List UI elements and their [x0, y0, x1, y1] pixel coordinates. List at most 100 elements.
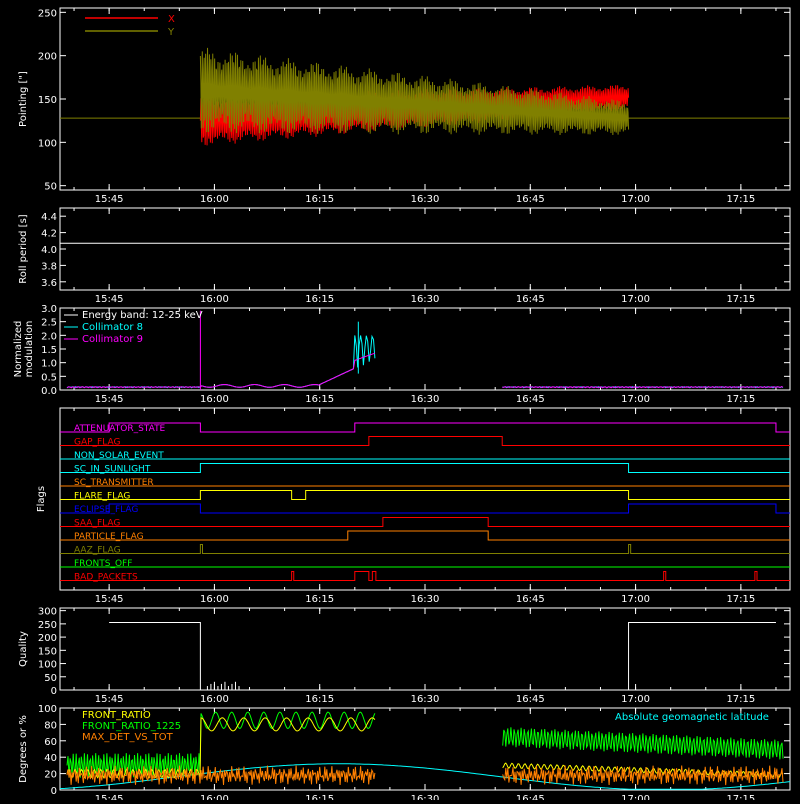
x-tick-label: 16:30: [411, 694, 440, 705]
x-tick-label: 16:45: [516, 394, 545, 405]
y-tick-label: 80: [44, 720, 57, 731]
x-tick-label: 17:00: [621, 294, 650, 305]
x-tick-label: 16:30: [411, 794, 440, 800]
y-tick-label: 0.5: [41, 372, 57, 383]
x-tick-label: 17:00: [621, 194, 650, 205]
flag-flare-flag-line: [60, 490, 790, 500]
legend-label-y: Y: [167, 27, 175, 38]
x-tick-label: 16:00: [200, 394, 229, 405]
panel-2-frame: [59, 207, 791, 291]
legend-label: FRONT_RATIO_1225: [82, 721, 181, 732]
y-tick-label: 150: [38, 646, 57, 657]
flag-label: NON_SOLAR_EVENT: [74, 451, 164, 461]
x-tick-label: 17:00: [621, 794, 650, 800]
y-tick-label: 3.6: [41, 278, 57, 289]
geomagnetic-latitude-annotation: Absolute geomagnetic latitude: [615, 712, 769, 723]
flag-label: ECLIPSE_FLAG: [74, 505, 138, 515]
y-axis-label: modulation: [24, 321, 35, 378]
x-tick-label: 16:00: [200, 794, 229, 800]
y-tick-label: 4.2: [41, 229, 57, 240]
legend-label: Collimator 9: [82, 334, 143, 345]
x-tick-label: 16:00: [200, 694, 229, 705]
legend-label: Energy band: 12-25 keV: [82, 310, 203, 321]
x-tick-label: 15:45: [95, 694, 124, 705]
x-tick-label: 16:30: [411, 194, 440, 205]
x-tick-label: 17:00: [621, 594, 650, 605]
x-tick-label: 17:00: [621, 694, 650, 705]
y-tick-label: 0: [51, 686, 57, 697]
x-tick-label: 16:45: [516, 194, 545, 205]
flag-sc-in-sunlight-line: [60, 463, 790, 473]
x-tick-label: 15:45: [95, 794, 124, 800]
flag-saa-flag-line: [60, 517, 790, 527]
x-tick-label: 17:15: [726, 694, 755, 705]
x-tick-label: 17:00: [621, 394, 650, 405]
flag-label: SC_IN_SUNLIGHT: [74, 465, 151, 475]
legend-label-x: X: [168, 14, 175, 25]
y-axis-label: Flags: [36, 486, 47, 512]
x-tick-label: 17:15: [726, 794, 755, 800]
x-tick-label: 16:45: [516, 594, 545, 605]
panel-5-frame: [59, 607, 791, 691]
max-det-vs-tot-line: [66, 765, 784, 786]
x-tick-label: 16:00: [200, 594, 229, 605]
flag-attenuator-state-line: [60, 422, 790, 433]
y-tick-label: 50: [44, 673, 57, 684]
x-tick-label: 16:30: [411, 594, 440, 605]
series-y-line: [199, 47, 630, 136]
y-tick-label: 4.4: [41, 212, 57, 223]
flag-gap-flag-line: [60, 436, 790, 446]
y-axis-label: Pointing ["]: [18, 71, 29, 127]
x-tick-label: 15:45: [95, 594, 124, 605]
x-tick-label: 16:30: [411, 394, 440, 405]
y-tick-label: 2.5: [41, 318, 57, 329]
x-tick-label: 15:45: [95, 294, 124, 305]
y-tick-label: 20: [44, 770, 57, 781]
x-tick-label: 16:00: [200, 194, 229, 205]
collimator-8-line: [66, 334, 784, 389]
y-tick-label: 1.5: [41, 345, 57, 356]
flag-label: AAZ_FLAG: [74, 546, 121, 556]
legend-label: MAX_DET_VS_TOT: [82, 732, 174, 743]
x-tick-label: 16:15: [305, 294, 334, 305]
flag-label: SC_TRANSMITTER: [74, 478, 154, 488]
flag-label: FRONTS_OFF: [74, 559, 132, 569]
y-tick-label: 50: [44, 182, 57, 193]
flag-particle-flag-line: [60, 530, 790, 541]
x-tick-label: 16:00: [200, 294, 229, 305]
y-tick-label: 3.0: [41, 304, 57, 315]
flag-eclipse-flag-line: [60, 503, 790, 514]
y-axis-label: Normalized: [13, 321, 24, 378]
y-tick-label: 3.8: [41, 261, 57, 272]
x-tick-label: 16:15: [305, 794, 334, 800]
x-tick-label: 16:45: [516, 294, 545, 305]
x-tick-label: 16:30: [411, 294, 440, 305]
x-tick-label: 15:45: [95, 394, 124, 405]
quality-line: [109, 622, 776, 691]
y-axis-label: Quality: [18, 631, 29, 667]
y-tick-label: 250: [38, 8, 57, 19]
x-tick-label: 16:15: [305, 194, 334, 205]
y-tick-label: 100: [38, 704, 57, 715]
flag-aaz-flag-line: [60, 544, 790, 554]
y-tick-label: 150: [38, 95, 57, 106]
x-tick-label: 15:45: [95, 194, 124, 205]
x-tick-label: 17:15: [726, 594, 755, 605]
y-tick-label: 0: [51, 786, 57, 797]
y-tick-label: 60: [44, 737, 57, 748]
y-tick-label: 4.0: [41, 245, 57, 256]
y-tick-label: 1.0: [41, 359, 57, 370]
flag-label: PARTICLE_FLAG: [74, 532, 144, 542]
x-tick-label: 17:15: [726, 194, 755, 205]
y-tick-label: 2.0: [41, 331, 57, 342]
y-tick-label: 250: [38, 620, 57, 631]
y-tick-label: 200: [38, 633, 57, 644]
y-axis-label: Roll period [s]: [18, 214, 29, 283]
x-tick-label: 16:15: [305, 694, 334, 705]
flag-bad-packets-line: [60, 571, 790, 581]
x-tick-label: 16:15: [305, 594, 334, 605]
y-tick-label: 0.0: [41, 386, 57, 397]
flag-label: SAA_FLAG: [74, 519, 120, 529]
